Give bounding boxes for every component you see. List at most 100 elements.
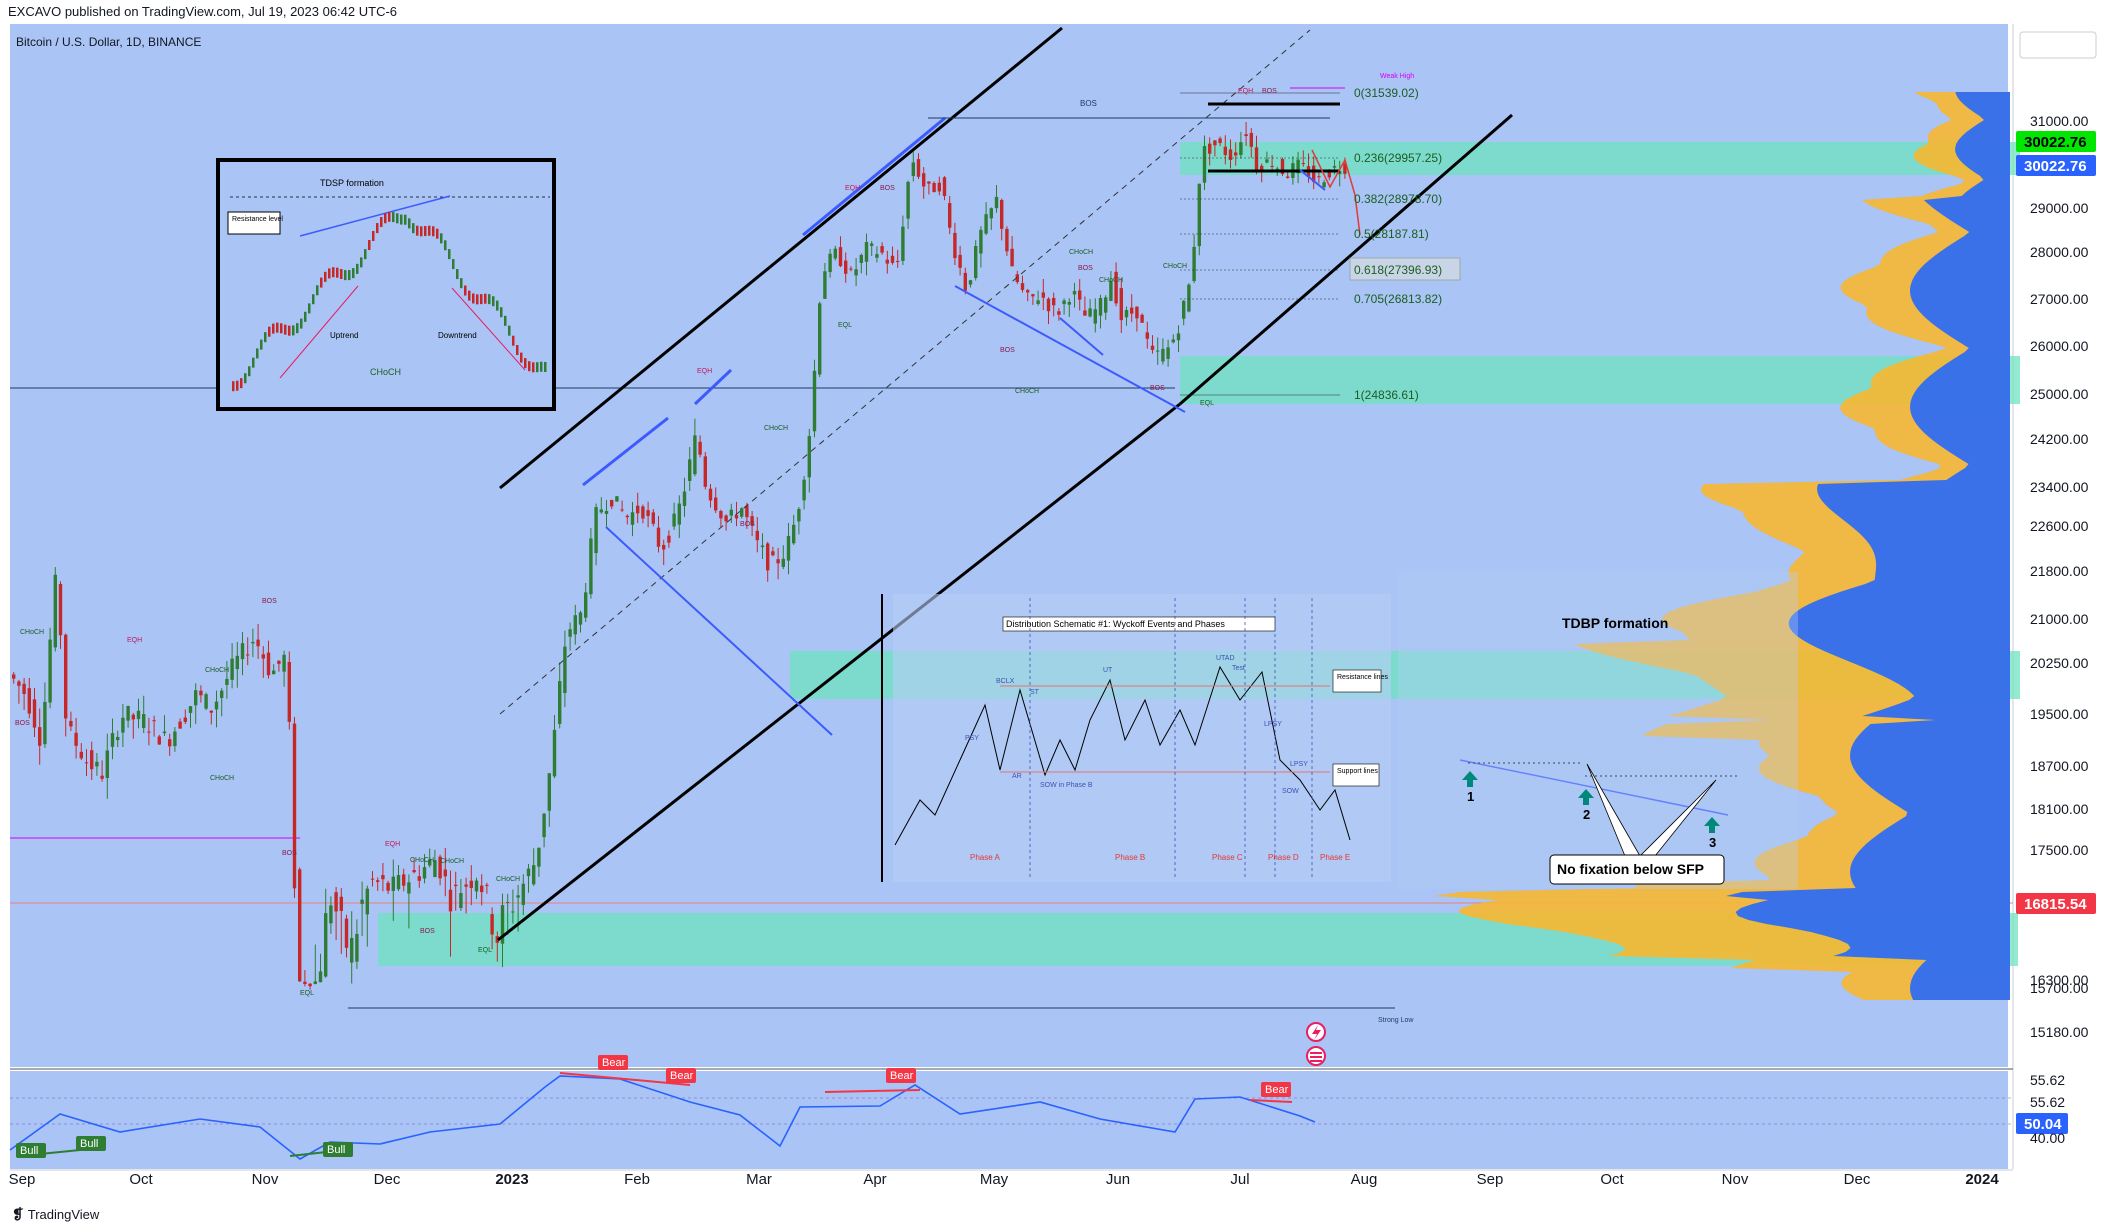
candle-body (84, 762, 89, 764)
tdsp-candle (340, 268, 343, 279)
price-tag-value: 16815.54 (2024, 896, 2087, 913)
candle-body (537, 847, 541, 867)
candle-body (142, 714, 146, 728)
candle-body (750, 516, 754, 526)
smc-label: CHoCH (20, 629, 44, 636)
tdsp-candle (472, 293, 475, 304)
smc-label: EQH (845, 185, 860, 192)
candle-body (760, 545, 765, 548)
tdsp-candle (264, 332, 267, 343)
tdsp-candle (492, 296, 495, 307)
tdsp-choch-label: CHoCH (370, 367, 401, 377)
rsi-tick-label: 55.62 (2030, 1072, 2065, 1088)
candle-body (1145, 332, 1149, 339)
smc-label: BOS (1262, 88, 1277, 95)
bear-label-bg (886, 1068, 916, 1083)
candle-body (1234, 152, 1238, 156)
candle-body (95, 761, 99, 767)
candle-body (620, 509, 624, 511)
time-tick-label: 2023 (495, 1171, 528, 1188)
candle-body (734, 515, 739, 519)
smc-label: EQH (127, 637, 142, 644)
price-scale-top-box[interactable] (2019, 31, 2097, 59)
tdsp-candle (512, 335, 515, 346)
wyckoff-event-label: PSY (965, 735, 979, 742)
bear-label: Bear (670, 1070, 694, 1082)
candle-body (1078, 290, 1082, 300)
candle-body (43, 701, 47, 745)
smc-label: BOS (1150, 385, 1165, 392)
time-axis-ticks: Sep Oct Nov Dec 2023 Feb Mar Apr May Jun Jul Aug Sep… (9, 1171, 2000, 1188)
us-flag-icon[interactable] (1306, 1046, 1326, 1066)
candle-body (698, 441, 702, 455)
smc-label: EQH (697, 368, 712, 375)
tdsp-candle (232, 381, 235, 392)
bull-label-bg (16, 1143, 46, 1158)
price-tick-label: 25000.00 (2030, 386, 2089, 402)
candle-body (199, 690, 203, 696)
fib-level-label: 0(31539.02) (1354, 86, 1419, 100)
tdsp-candle (508, 325, 511, 336)
time-tick-label: May (980, 1171, 1009, 1188)
tdsp-candle (236, 380, 239, 391)
candle-body (942, 177, 947, 196)
price-tick-label: 23400.00 (2030, 479, 2089, 495)
candle-body (781, 558, 785, 567)
tdsp-resistance-label: Resistance level (232, 216, 283, 223)
candle-body (901, 226, 905, 261)
candle-body (105, 750, 109, 778)
candle-body (1197, 183, 1201, 247)
footer-brand-label: TradingView (27, 1207, 100, 1222)
candle-body (833, 248, 837, 259)
smc-label: CHoCH (205, 667, 229, 674)
footer-brand[interactable]: ❡ TradingView (12, 1206, 99, 1223)
tdsp-candle (268, 326, 271, 337)
candle-body (350, 937, 354, 963)
smc-label: BOS (1078, 265, 1093, 272)
tdsp-candle (396, 213, 399, 224)
candle-body (1249, 132, 1253, 147)
candle-body (1041, 292, 1045, 298)
tdsp-candle (260, 339, 263, 350)
wyckoff-event-label: SOW in Phase B (1040, 782, 1093, 789)
candle-body (786, 535, 791, 561)
rsi-line (9, 1075, 1316, 1160)
candle-body (485, 884, 489, 886)
volume-profile-blue (1725, 92, 2010, 1000)
candle-body (651, 512, 655, 524)
smc-label: EQL (838, 322, 852, 329)
channel-mid-dashed (499, 29, 1311, 715)
bull-label-bg (323, 1142, 353, 1157)
candle-body (1312, 165, 1316, 182)
wyckoff-title: Distribution Schematic #1: Wyckoff Event… (1006, 619, 1225, 629)
candle-body (552, 729, 557, 777)
candle-body (916, 159, 921, 177)
candle-body (890, 255, 895, 263)
rsi-bear-divergence-line (1249, 1099, 1293, 1103)
candle-body (303, 981, 307, 984)
candle-body (1046, 298, 1051, 312)
tdsp-candle (416, 225, 419, 236)
tdsp-candle (392, 212, 395, 223)
channel-upper-line (499, 26, 1063, 490)
tdbp-trendline (1459, 759, 1729, 816)
wyckoff-resistance-box (1332, 669, 1382, 693)
smc-label: EQL (300, 990, 314, 997)
tdsp-candle (452, 259, 455, 270)
price-tick-label: 18700.00 (2030, 758, 2089, 774)
candle-body (116, 736, 120, 741)
candle-body (469, 880, 473, 888)
price-scale[interactable] (2014, 24, 2098, 1169)
candle-body (1171, 339, 1175, 343)
candle-body (1208, 143, 1212, 154)
tdsp-candle (284, 324, 287, 335)
tdsp-candle (240, 378, 243, 389)
candle-body (282, 654, 286, 672)
tdsp-candle (292, 325, 295, 336)
candle-body (1161, 348, 1165, 362)
candle-body (1010, 248, 1014, 267)
lightning-icon[interactable] (1306, 1022, 1326, 1042)
candle-body (823, 271, 827, 299)
candle-body (812, 370, 817, 432)
